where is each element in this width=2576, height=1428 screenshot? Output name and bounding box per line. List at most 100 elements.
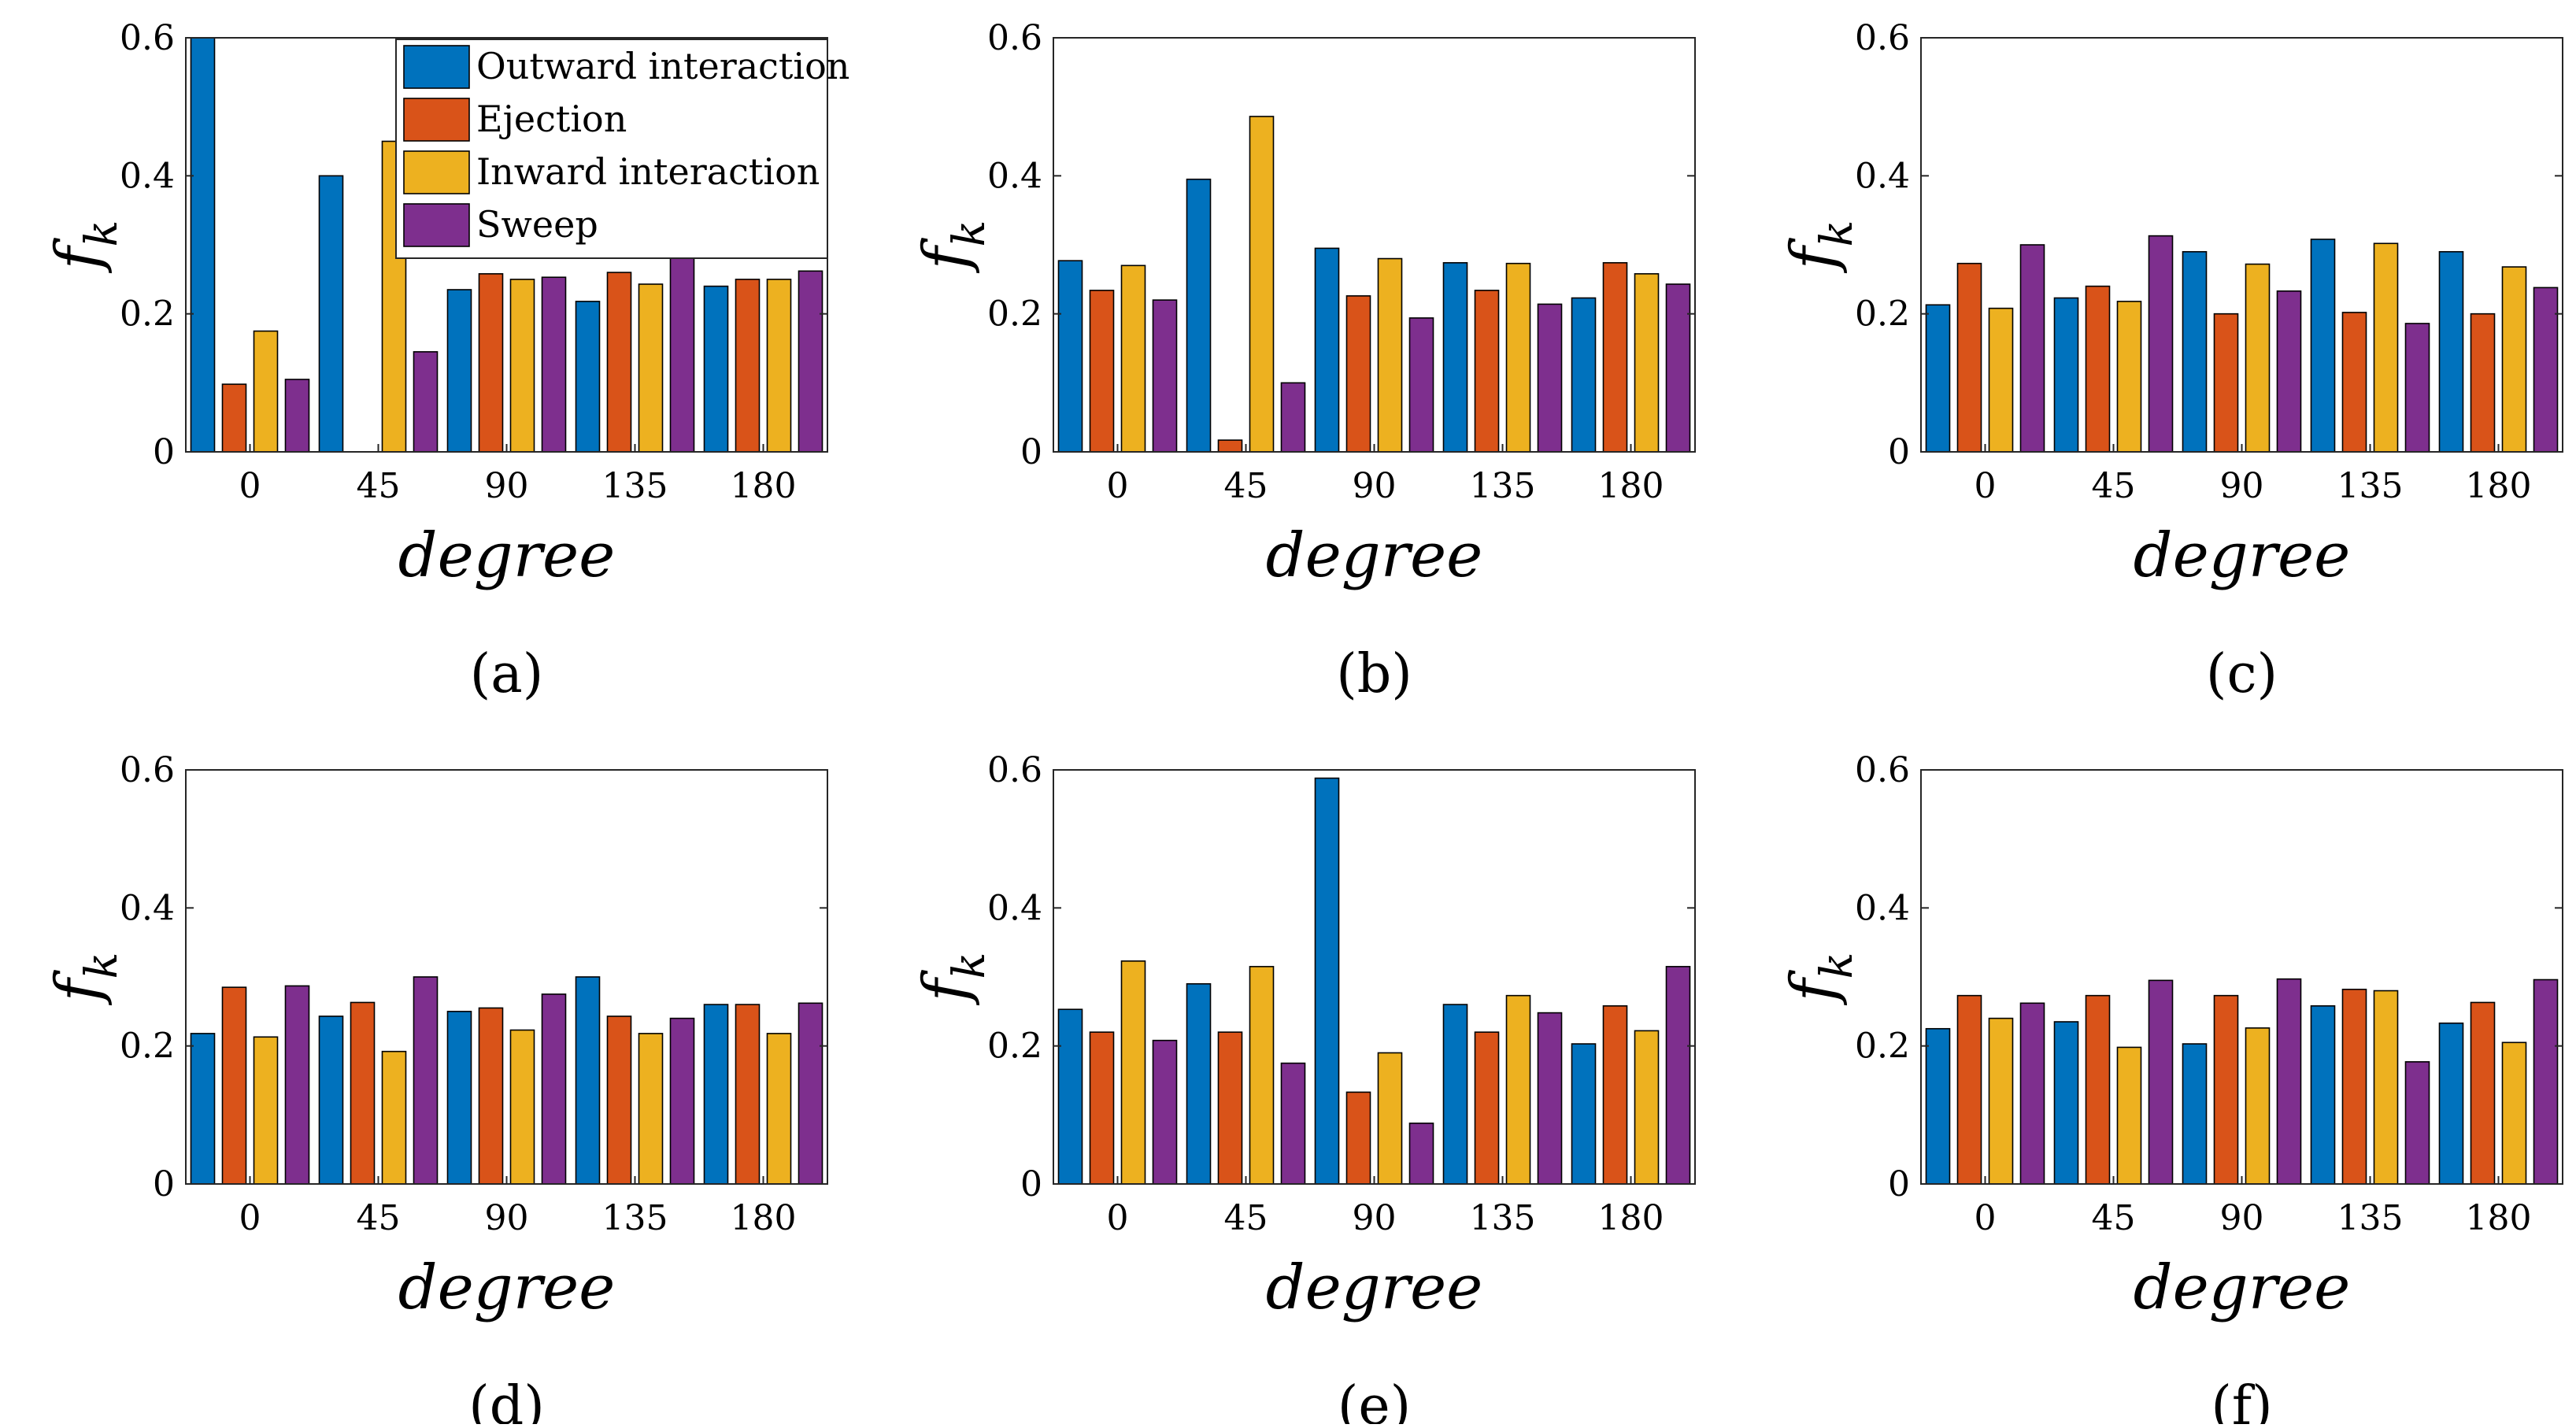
y-axis-label: fk xyxy=(911,220,995,274)
y-tick-label: 0.2 xyxy=(987,294,1042,335)
bar-outward-interaction-0 xyxy=(190,37,216,453)
bar-outward-interaction-90 xyxy=(1314,777,1340,1185)
bar-sweep-180 xyxy=(798,1002,824,1185)
bar-outward-interaction-135 xyxy=(575,301,601,453)
y-tick-label: 0.4 xyxy=(120,888,175,928)
bar-outward-interaction-45 xyxy=(318,175,344,453)
x-axis-label: degree xyxy=(2134,520,2351,591)
x-tick-label: 45 xyxy=(2092,1198,2136,1238)
legend-label: Sweep xyxy=(476,203,598,246)
bar-ejection-135 xyxy=(606,1016,632,1185)
y-axis-label: fk xyxy=(911,953,995,1006)
x-tick-label: 0 xyxy=(239,1198,261,1238)
y-axis-label-sub: k xyxy=(1812,220,1863,247)
bar-outward-interaction-45 xyxy=(1186,982,1212,1185)
bar-sweep-90 xyxy=(2276,290,2302,453)
legend-swatch-sweep xyxy=(403,203,470,247)
y-tick-label: 0.6 xyxy=(987,18,1042,58)
bar-outward-interaction-0 xyxy=(1925,1027,1951,1185)
x-tick-label: 135 xyxy=(1470,1198,1536,1238)
y-axis-label-sub: k xyxy=(1812,953,1863,979)
plot-frame xyxy=(1053,769,1696,1185)
bar-ejection-0 xyxy=(1089,1031,1115,1185)
bar-inward-interaction-180 xyxy=(1634,273,1660,453)
bar-inward-interaction-180 xyxy=(766,1033,792,1185)
bar-ejection-0 xyxy=(1956,994,1982,1185)
chart-panel-c: 0 0.2 0.4 0.6 0 45 90 135 180 degree fk (c) xyxy=(1778,18,2563,705)
bar-sweep-180 xyxy=(1665,966,1691,1185)
y-tick-label: 0 xyxy=(1888,1164,1910,1204)
bar-ejection-135 xyxy=(1474,1031,1500,1185)
y-tick-label: 0 xyxy=(1020,432,1042,472)
y-tick-label: 0.2 xyxy=(120,1027,175,1067)
bar-outward-interaction-90 xyxy=(446,289,472,453)
x-axis-label: degree xyxy=(398,1252,616,1323)
bar-inward-interaction-45 xyxy=(1249,966,1275,1185)
bar-ejection-0 xyxy=(1956,262,1982,453)
bar-outward-interaction-135 xyxy=(2310,239,2336,453)
bar-ejection-90 xyxy=(478,1007,504,1185)
bar-sweep-135 xyxy=(1537,303,1563,453)
x-tick-label: 135 xyxy=(2337,1198,2404,1238)
panel-caption: (f) xyxy=(2211,1375,2272,1424)
bar-inward-interaction-0 xyxy=(253,330,279,453)
y-tick-label: 0.4 xyxy=(1855,888,1910,928)
bar-ejection-135 xyxy=(1474,290,1500,453)
bar-sweep-180 xyxy=(798,270,824,453)
chart-panel-f: 0 0.2 0.4 0.6 0 45 90 135 180 degree fk (f) xyxy=(1778,750,2563,1428)
bar-outward-interaction-180 xyxy=(1571,1043,1597,1185)
y-tick-label: 0.6 xyxy=(120,750,175,790)
bar-outward-interaction-135 xyxy=(575,976,601,1185)
bar-sweep-0 xyxy=(1152,299,1178,453)
x-tick-label: 0 xyxy=(239,466,261,506)
bar-ejection-180 xyxy=(2470,1001,2496,1185)
x-axis-label: degree xyxy=(1266,1252,1483,1323)
bar-outward-interaction-0 xyxy=(1057,1008,1083,1185)
bar-outward-interaction-0 xyxy=(1925,304,1951,453)
bar-inward-interaction-180 xyxy=(1634,1030,1660,1185)
bar-ejection-180 xyxy=(2470,313,2496,453)
x-tick-label: 135 xyxy=(602,466,668,506)
bar-sweep-0 xyxy=(284,379,310,453)
bar-outward-interaction-135 xyxy=(1442,261,1468,453)
bar-inward-interaction-90 xyxy=(509,1029,535,1185)
bar-inward-interaction-45 xyxy=(2116,301,2142,453)
bar-sweep-180 xyxy=(1665,283,1691,453)
bar-ejection-90 xyxy=(2213,994,2239,1185)
x-tick-label: 180 xyxy=(731,1198,797,1238)
y-tick-label: 0 xyxy=(153,1164,175,1204)
bar-ejection-90 xyxy=(1345,1091,1371,1185)
legend-label: Inward interaction xyxy=(476,150,820,193)
bar-ejection-0 xyxy=(1089,290,1115,453)
legend-label: Ejection xyxy=(476,98,627,140)
bar-ejection-180 xyxy=(735,279,761,453)
bar-inward-interaction-0 xyxy=(1988,1017,2014,1185)
bar-inward-interaction-135 xyxy=(2373,242,2399,453)
bar-outward-interaction-135 xyxy=(1442,1004,1468,1185)
x-tick-label: 90 xyxy=(485,1198,529,1238)
bar-outward-interaction-90 xyxy=(2182,250,2208,453)
bar-outward-interaction-45 xyxy=(2053,297,2079,453)
y-tick-label: 0.6 xyxy=(120,18,175,58)
bar-inward-interaction-45 xyxy=(2116,1046,2142,1185)
panel-caption: (e) xyxy=(1338,1375,1411,1424)
y-tick-label: 0.4 xyxy=(987,888,1042,928)
y-tick-label: 0.6 xyxy=(987,750,1042,790)
y-tick-label: 0.2 xyxy=(987,1027,1042,1067)
bar-outward-interaction-180 xyxy=(2438,250,2464,453)
plot-frame xyxy=(1920,769,2563,1185)
x-tick-label: 90 xyxy=(1353,466,1397,506)
plot-frame xyxy=(1920,37,2563,453)
bar-inward-interaction-0 xyxy=(1988,307,2014,453)
bar-sweep-135 xyxy=(669,256,695,453)
bar-ejection-45 xyxy=(350,1001,376,1185)
x-tick-label: 45 xyxy=(357,466,401,506)
y-tick-label: 0 xyxy=(153,432,175,472)
bar-inward-interaction-0 xyxy=(1120,265,1146,453)
x-tick-label: 45 xyxy=(1224,1198,1268,1238)
x-tick-label: 135 xyxy=(2337,466,2404,506)
x-tick-label: 90 xyxy=(1353,1198,1397,1238)
legend-swatch-inward-interaction xyxy=(403,150,470,194)
y-tick-label: 0.6 xyxy=(1855,750,1910,790)
bar-ejection-180 xyxy=(1602,261,1628,453)
